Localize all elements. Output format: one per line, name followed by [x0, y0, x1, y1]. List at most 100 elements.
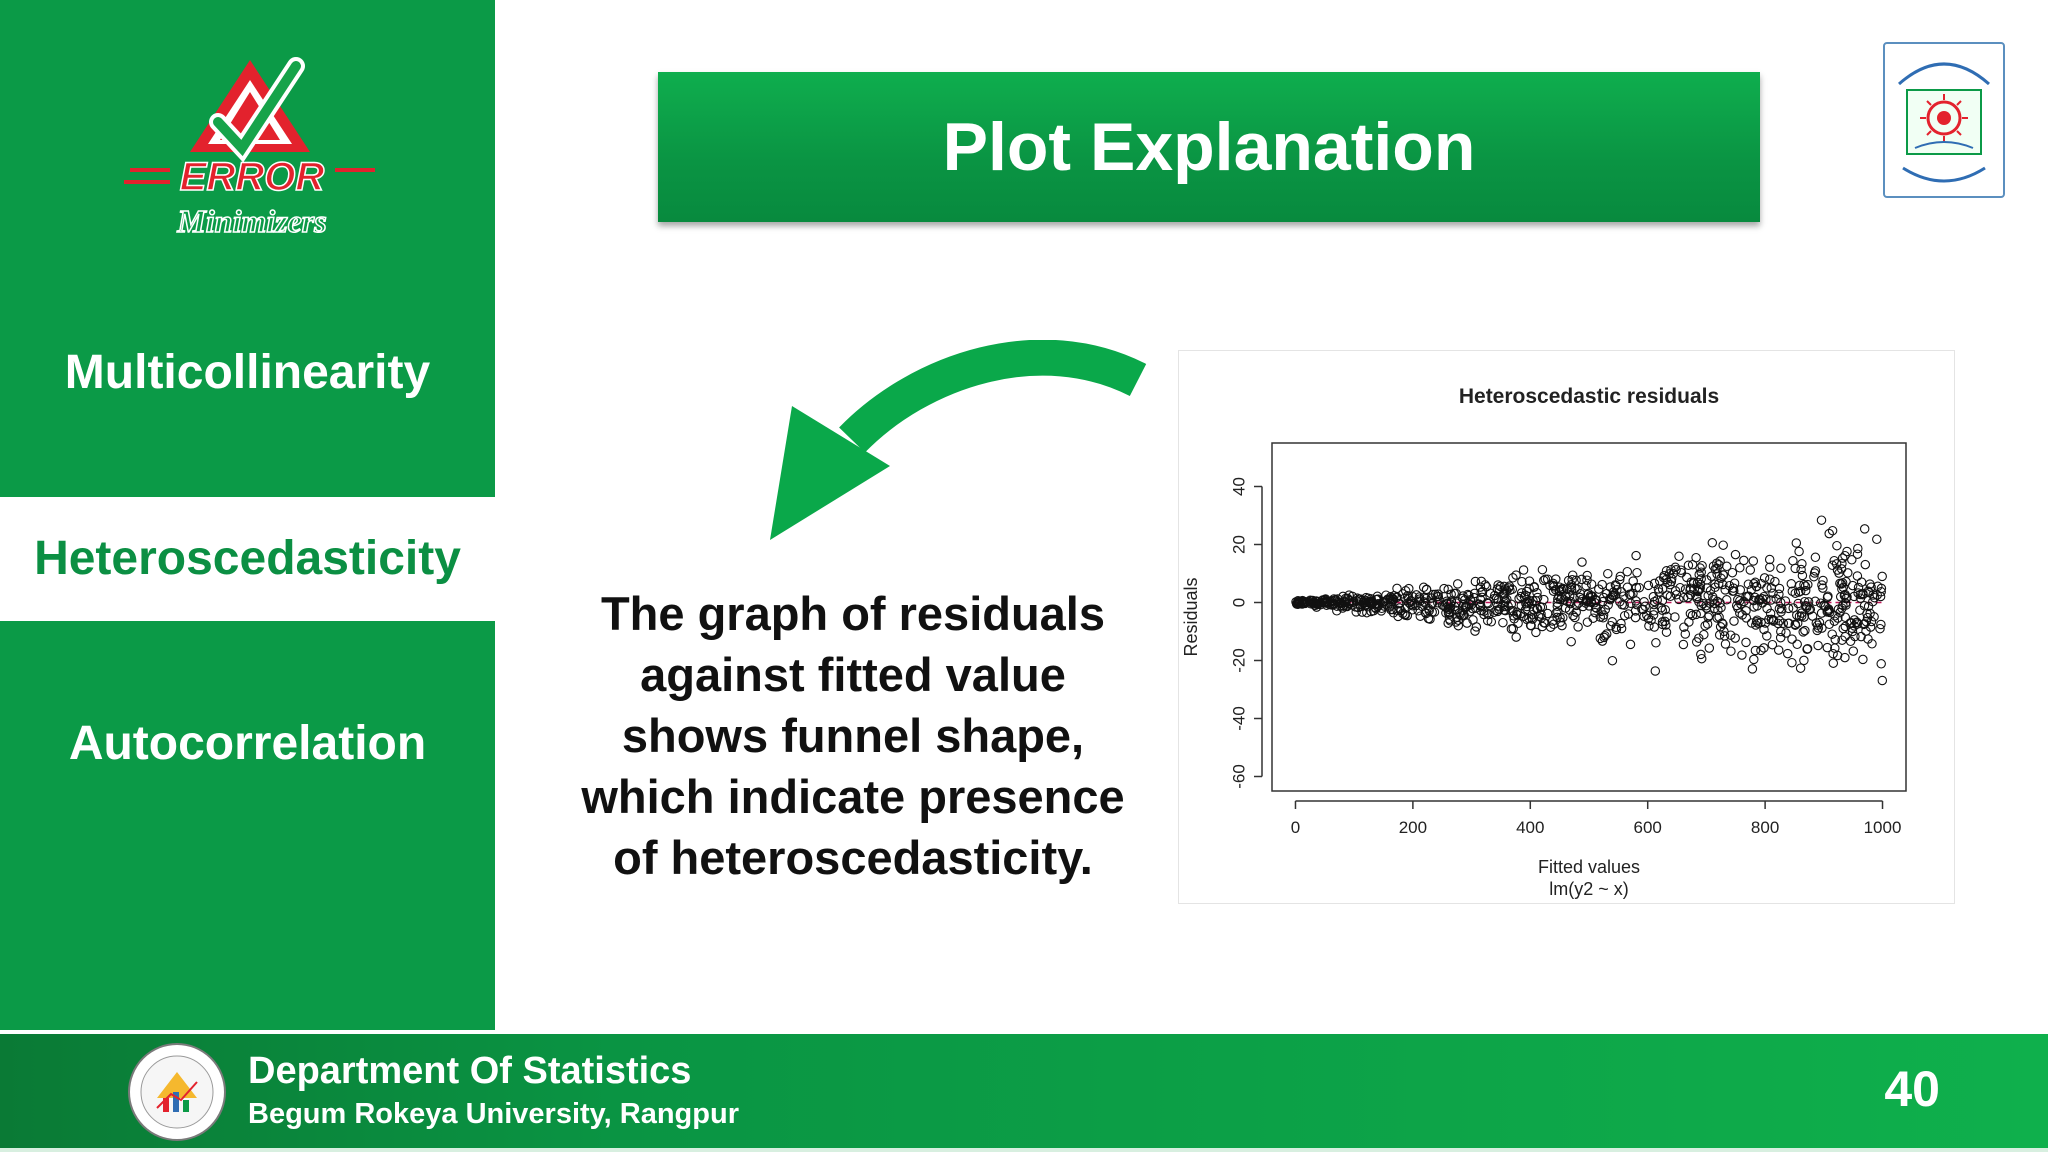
- scatter-point: [1462, 618, 1472, 628]
- scatter-point: [1790, 563, 1800, 574]
- scatter-point: [1493, 601, 1503, 611]
- scatter-point: [1524, 576, 1535, 586]
- slide-title-banner: Plot Explanation: [658, 72, 1760, 222]
- scatter-point: [1571, 575, 1581, 586]
- sidebar-item-label: Heteroscedasticity: [34, 532, 461, 585]
- scatter-point: [1714, 630, 1725, 640]
- scatter-point: [1838, 600, 1848, 611]
- scatter-point: [1804, 605, 1814, 615]
- scatter-point: [1371, 603, 1381, 614]
- scatter-point: [1603, 600, 1613, 610]
- scatter-point: [1695, 563, 1705, 573]
- scatter-point: [1863, 601, 1874, 612]
- sidebar-item-multicollinearity[interactable]: Multicollinearity: [0, 345, 495, 400]
- scatter-point: [1810, 596, 1820, 607]
- scatter-point: [1794, 546, 1804, 557]
- scatter-point: [1526, 620, 1536, 631]
- scatter-point: [1794, 611, 1805, 621]
- scatter-point: [1741, 613, 1752, 623]
- scatter-point: [1845, 618, 1855, 628]
- scatter-point: [1385, 598, 1396, 609]
- scatter-point: [1685, 583, 1696, 593]
- scatter-point: [1674, 594, 1684, 605]
- scatter-point: [1828, 648, 1838, 659]
- scatter-point: [1511, 632, 1521, 642]
- scatter-point: [1632, 567, 1642, 578]
- scatter-point: [1869, 592, 1880, 603]
- scatter-point: [1841, 576, 1851, 587]
- scatter-point: [1823, 591, 1833, 601]
- scatter-point: [1759, 573, 1770, 583]
- scatter-point: [1749, 579, 1759, 589]
- scatter-point: [1877, 675, 1888, 686]
- y-axis-label: Residuals: [1181, 577, 1201, 656]
- residual-plot-svg: Heteroscedastic residuals 0 200 400 600 800 1…: [1181, 385, 1907, 899]
- scatter-point: [1421, 608, 1431, 619]
- scatter-point: [1812, 620, 1823, 630]
- scatter-point: [1832, 540, 1842, 551]
- scatter-point: [1875, 623, 1885, 634]
- scatter-point: [1611, 622, 1621, 633]
- scatter-point: [1735, 563, 1745, 573]
- scatter-point: [1671, 589, 1682, 600]
- scatter-point: [1810, 552, 1821, 563]
- scatter-point: [1582, 575, 1592, 585]
- footer-divider: [0, 1030, 2048, 1034]
- x-axis-sublabel: lm(y2 ~ x): [1549, 879, 1629, 899]
- scatter-point: [1653, 584, 1664, 594]
- scatter-point: [1809, 571, 1819, 582]
- sidebar: ERROR Minimizers Multicollinearity Heter…: [0, 0, 495, 1030]
- scatter-point: [1623, 609, 1634, 619]
- scatter-point: [1848, 646, 1859, 656]
- error-minimizers-logo: ERROR Minimizers: [124, 57, 375, 240]
- scatter-point: [1664, 569, 1675, 579]
- scatter-point: [1703, 612, 1713, 622]
- scatter-point: [1397, 608, 1408, 619]
- scatter-point: [1555, 613, 1565, 623]
- footer-divider-bottom: [0, 1148, 2048, 1152]
- scatter-point: [1474, 599, 1484, 610]
- scatter-point: [1837, 584, 1847, 594]
- scatter-point: [1470, 626, 1480, 636]
- scatter-point: [1865, 622, 1876, 632]
- scatter-point: [1741, 637, 1751, 648]
- scatter-point: [1682, 572, 1692, 583]
- scatter-point: [1491, 593, 1502, 604]
- scatter-point: [1827, 629, 1837, 639]
- scatter-point: [1332, 598, 1343, 608]
- x-tick-label: 400: [1516, 818, 1544, 837]
- scatter-point: [1827, 525, 1838, 536]
- scatter-point: [1739, 555, 1749, 566]
- sidebar-item-label: Autocorrelation: [68, 717, 427, 770]
- scatter-point: [1795, 663, 1806, 673]
- scatter-point: [1782, 648, 1793, 659]
- scatter-point: [1840, 621, 1851, 632]
- scatter-point: [1366, 598, 1377, 609]
- sidebar-item-autocorrelation[interactable]: Autocorrelation: [0, 716, 495, 771]
- scatter-point: [1402, 610, 1413, 621]
- page-number: 40: [1884, 1061, 1940, 1117]
- scatter-point: [1800, 581, 1811, 591]
- scatter-point: [1733, 603, 1743, 613]
- scatter-point: [1401, 603, 1411, 614]
- scatter-point: [1657, 619, 1668, 630]
- scatter-point: [1581, 598, 1591, 608]
- scatter-point: [1810, 566, 1821, 576]
- scatter-point: [1576, 574, 1587, 585]
- scatter-point: [1500, 605, 1511, 616]
- scatter-point: [1773, 645, 1784, 655]
- scatter-point: [1575, 592, 1585, 603]
- scatter-point: [1745, 565, 1756, 575]
- scatter-point: [1869, 612, 1879, 622]
- scatter-point: [1607, 655, 1618, 666]
- scatter-point: [1661, 627, 1672, 637]
- scatter-point: [1341, 601, 1351, 611]
- scatter-point: [1626, 590, 1636, 600]
- scatter-point: [1571, 607, 1581, 617]
- scatter-point: [1499, 601, 1510, 612]
- scatter-point: [1696, 649, 1706, 660]
- logo-text-minimizers: Minimizers: [176, 203, 326, 239]
- scatter-point: [1517, 576, 1527, 587]
- scatter-point: [1671, 565, 1681, 575]
- sidebar-item-heteroscedasticity[interactable]: Heteroscedasticity: [0, 497, 495, 621]
